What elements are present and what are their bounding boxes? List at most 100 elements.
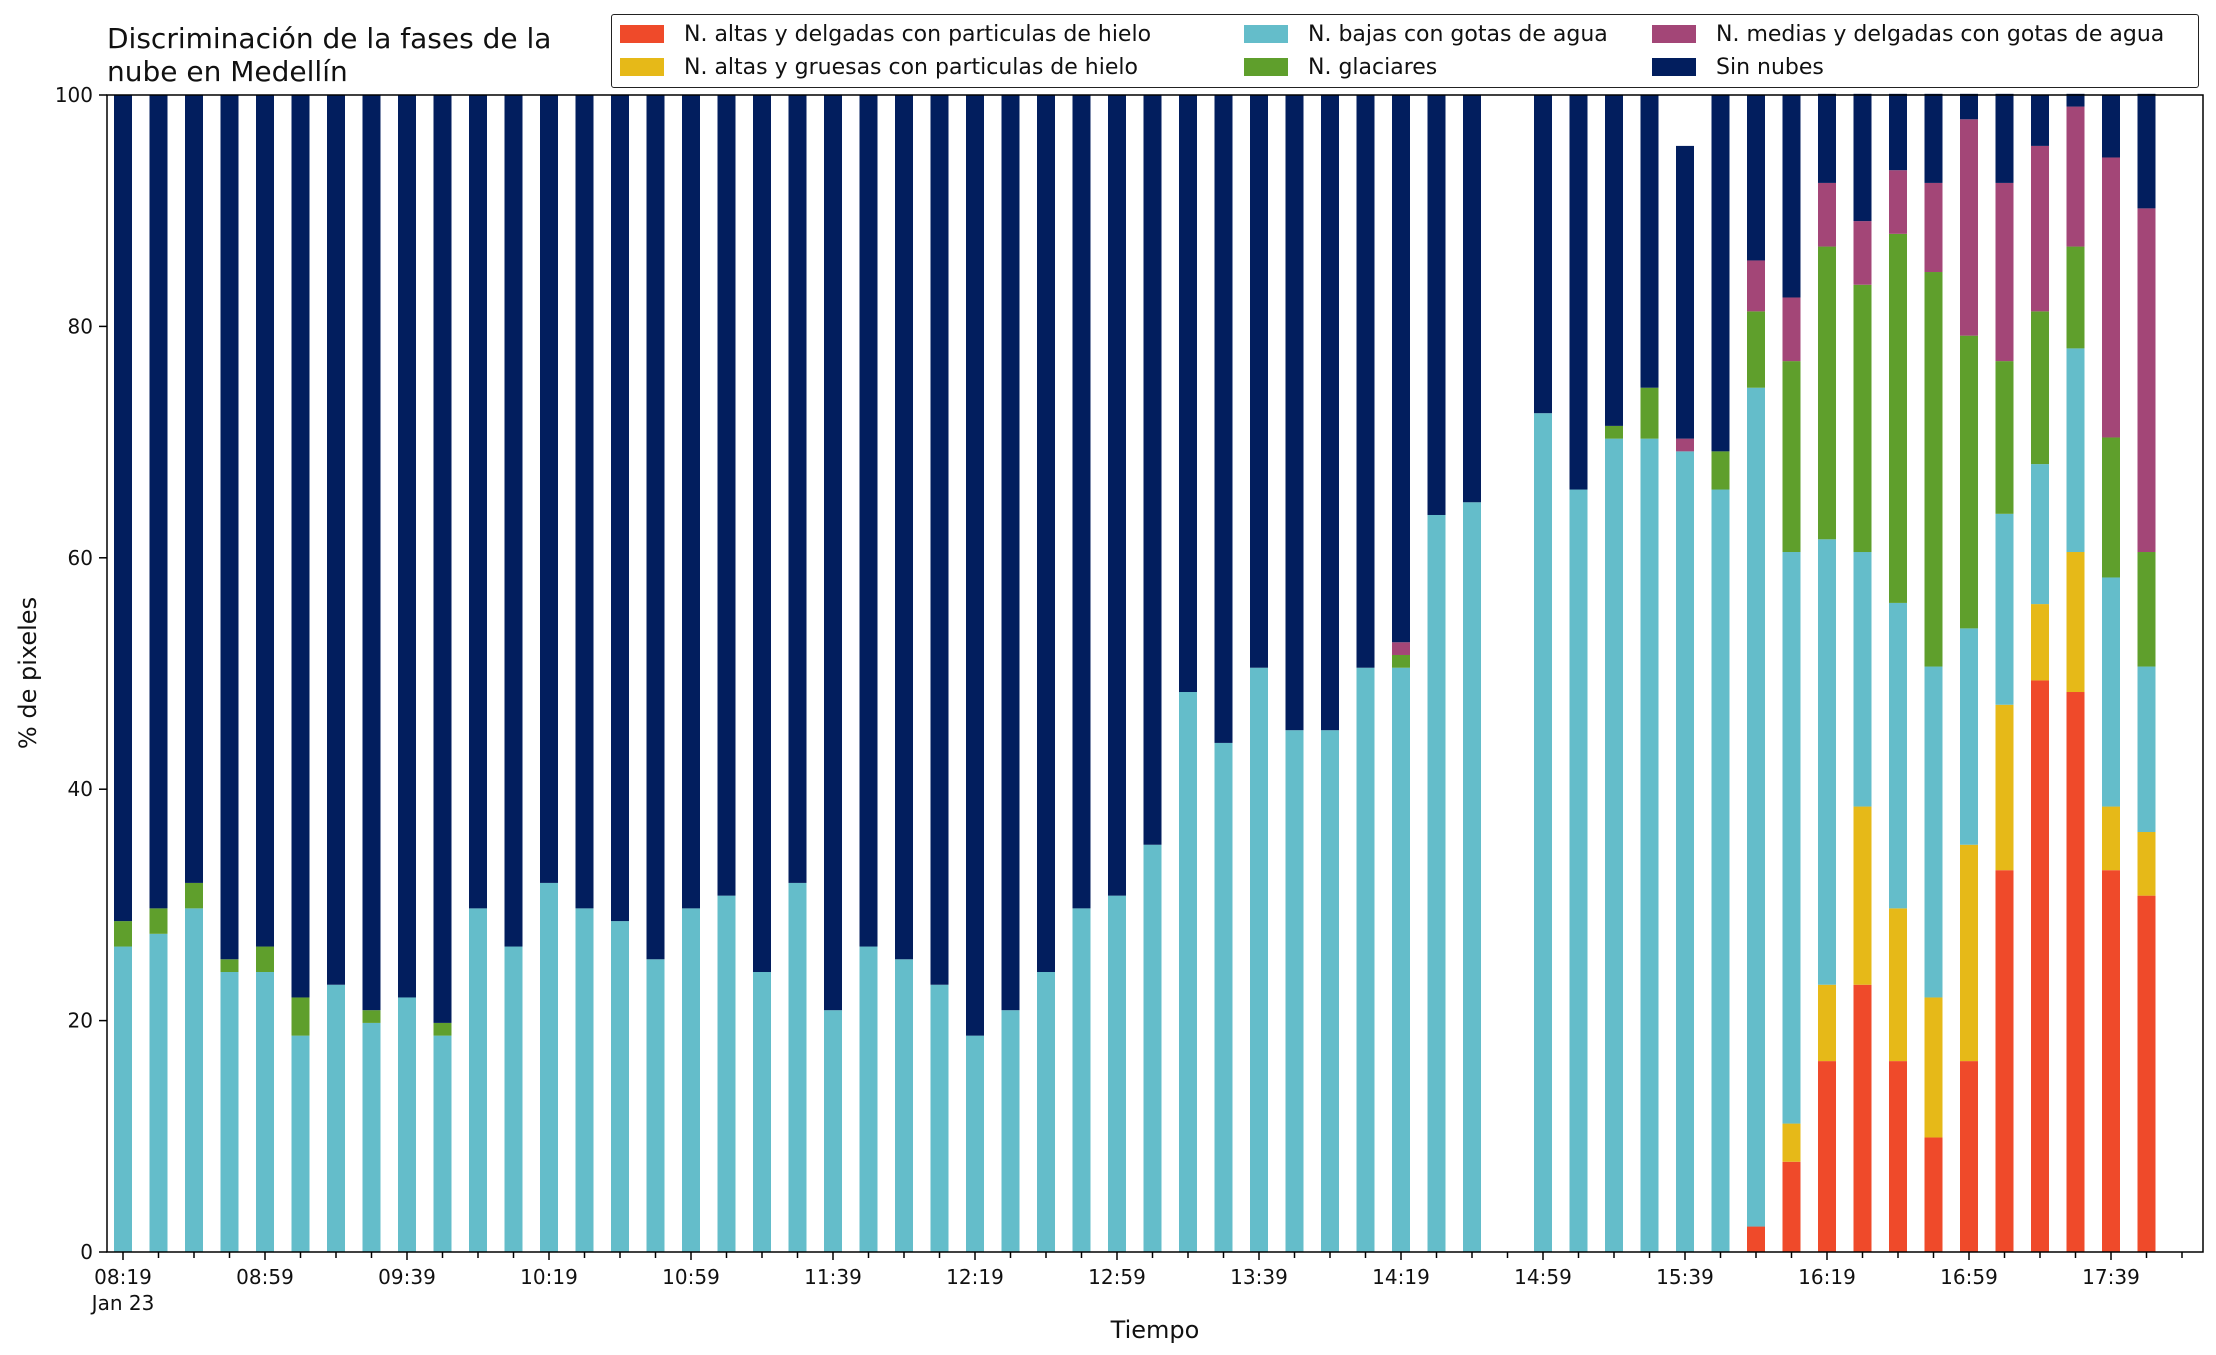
bar-segment-5-15:39 [1676, 145, 1694, 439]
bar-segment-5-14:59 [1534, 95, 1552, 414]
y-axis: 0 20 40 60 80 100 [55, 83, 107, 1264]
bar-segment-5-15:09 [1569, 95, 1588, 490]
bar-segment-2-16:19 [1818, 539, 1836, 985]
bar-segment-3-14:19 [1392, 654, 1410, 668]
bar-segment-5-10:39 [611, 95, 629, 922]
bar-segment-3-17:19 [2031, 311, 2049, 465]
bar-segment-5-08:19 [114, 95, 132, 922]
x-tick-label: 16:59 [1940, 1265, 1998, 1289]
bar-segment-5-12:19 [966, 95, 984, 1036]
bar-segment-4-16:09 [1782, 297, 1801, 362]
bar-segment-5-11:19 [753, 95, 771, 973]
bar-segment-3-08:39 [185, 882, 203, 909]
bar-segment-4-15:39 [1676, 438, 1694, 452]
legend-item-altas-delgadas: N. altas y delgadas con particulas de hi… [620, 19, 1151, 49]
bar-segment-3-16:39 [1889, 233, 1907, 603]
bar-segment-5-11:49 [859, 95, 878, 947]
bar-segment-2-12:49 [1072, 908, 1091, 1252]
bar-segment-5-10:49 [646, 95, 665, 960]
bar-segment-0-16:09 [1782, 1161, 1801, 1252]
bar-segment-5-09:39 [398, 95, 416, 998]
bar-segment-5-16:09 [1782, 95, 1801, 298]
y-tick-label: 0 [80, 1240, 93, 1264]
bar-segment-2-16:39 [1889, 602, 1907, 909]
bar-segment-4-17:09 [1995, 182, 2014, 362]
bar-segment-5-14:39 [1463, 95, 1481, 503]
bar-segment-4-14:19 [1392, 642, 1410, 655]
legend-label: N. altas y gruesas con particulas de hie… [684, 54, 1138, 80]
bar-segment-0-16:39 [1889, 1061, 1907, 1252]
bar-segment-0-16:49 [1924, 1137, 1943, 1252]
x-tick-label: 10:59 [662, 1265, 720, 1289]
bar-segment-3-17:49 [2137, 552, 2156, 667]
bar-segment-5-08:59 [256, 95, 274, 947]
bar-segment-5-08:29 [149, 95, 168, 909]
bar-segment-5-13:39 [1250, 95, 1268, 668]
x-tick-label: 14:59 [1514, 1265, 1572, 1289]
x-tick-label: 13:39 [1230, 1265, 1288, 1289]
legend-label: N. altas y delgadas con particulas de hi… [684, 21, 1152, 47]
bar-segment-5-11:59 [895, 95, 913, 960]
bar-segment-2-10:39 [611, 921, 629, 1252]
bar-segment-5-13:19 [1179, 95, 1197, 693]
bar-segment-5-13:59 [1321, 95, 1339, 731]
bar-segment-5-17:29 [2066, 93, 2085, 107]
bar-segment-5-10:19 [540, 95, 558, 883]
x-tick-label: 14:19 [1372, 1265, 1430, 1289]
legend-swatch [1652, 58, 1696, 76]
bar-segment-5-17:39 [2102, 95, 2120, 158]
bar-segment-3-17:39 [2102, 437, 2120, 578]
bar-segment-5-13:49 [1285, 95, 1304, 731]
bar-segment-3-09:49 [433, 1022, 452, 1036]
y-tick-label: 60 [68, 546, 93, 570]
bar-segment-1-17:19 [2031, 604, 2049, 681]
bar-segment-2-15:59 [1747, 387, 1765, 1227]
bar-segment-0-17:19 [2031, 680, 2049, 1252]
bar-segment-5-14:19 [1392, 95, 1410, 643]
bar-segment-2-10:19 [540, 882, 558, 1252]
bar-segment-2-13:59 [1321, 730, 1339, 1252]
bar-segment-2-10:49 [646, 959, 665, 1252]
bar-segment-5-11:39 [824, 95, 842, 1011]
bar-segment-5-17:09 [1995, 93, 2014, 183]
x-tick-label: 12:59 [1088, 1265, 1146, 1289]
bar-segment-4-16:29 [1853, 221, 1872, 285]
y-tick-label: 20 [68, 1009, 93, 1033]
y-axis-label: % de pixeles [14, 597, 42, 749]
bar-segment-1-16:59 [1960, 844, 1978, 1062]
x-tick-label: 08:19 [94, 1265, 152, 1289]
x-tick-label: 15:39 [1656, 1265, 1714, 1289]
bar-segment-5-08:39 [185, 95, 203, 883]
bar-segment-4-17:49 [2137, 208, 2156, 553]
bar-segment-5-09:59 [469, 95, 487, 909]
bar-segment-4-16:59 [1960, 119, 1978, 336]
bar-segment-5-14:09 [1356, 95, 1375, 668]
bar-segment-2-17:39 [2102, 577, 2120, 807]
bar-segment-2-08:49 [220, 972, 239, 1252]
bar-segment-2-12:59 [1108, 895, 1126, 1252]
bar-segment-4-16:19 [1818, 182, 1836, 247]
bar-segment-2-13:39 [1250, 667, 1268, 1252]
bar-segment-2-11:39 [824, 1010, 842, 1252]
bar-segment-5-12:59 [1108, 95, 1126, 896]
bar-segment-2-09:09 [291, 1035, 310, 1252]
bar-segment-3-15:59 [1747, 311, 1765, 388]
bar-segment-3-16:59 [1960, 335, 1978, 629]
bar-segment-2-15:09 [1569, 489, 1588, 1252]
bar-segment-2-15:49 [1711, 489, 1730, 1252]
bar-segment-1-17:09 [1995, 704, 2014, 871]
legend-swatch [1244, 25, 1288, 43]
bar-segment-5-16:19 [1818, 93, 1836, 183]
bar-segment-2-17:49 [2137, 666, 2156, 833]
bar-segment-2-17:29 [2066, 348, 2085, 553]
bar-segment-2-12:29 [1001, 1010, 1020, 1252]
bar-segment-2-15:19 [1605, 438, 1623, 1252]
bar-segment-5-15:29 [1640, 95, 1659, 388]
bar-segment-5-14:29 [1427, 95, 1446, 515]
x-tick-label: 17:39 [2082, 1265, 2140, 1289]
bar-segment-3-15:19 [1605, 425, 1623, 439]
bar-segment-3-16:19 [1818, 246, 1836, 540]
bar-segment-1-17:29 [2066, 552, 2085, 693]
bar-segment-5-17:19 [2031, 95, 2049, 146]
